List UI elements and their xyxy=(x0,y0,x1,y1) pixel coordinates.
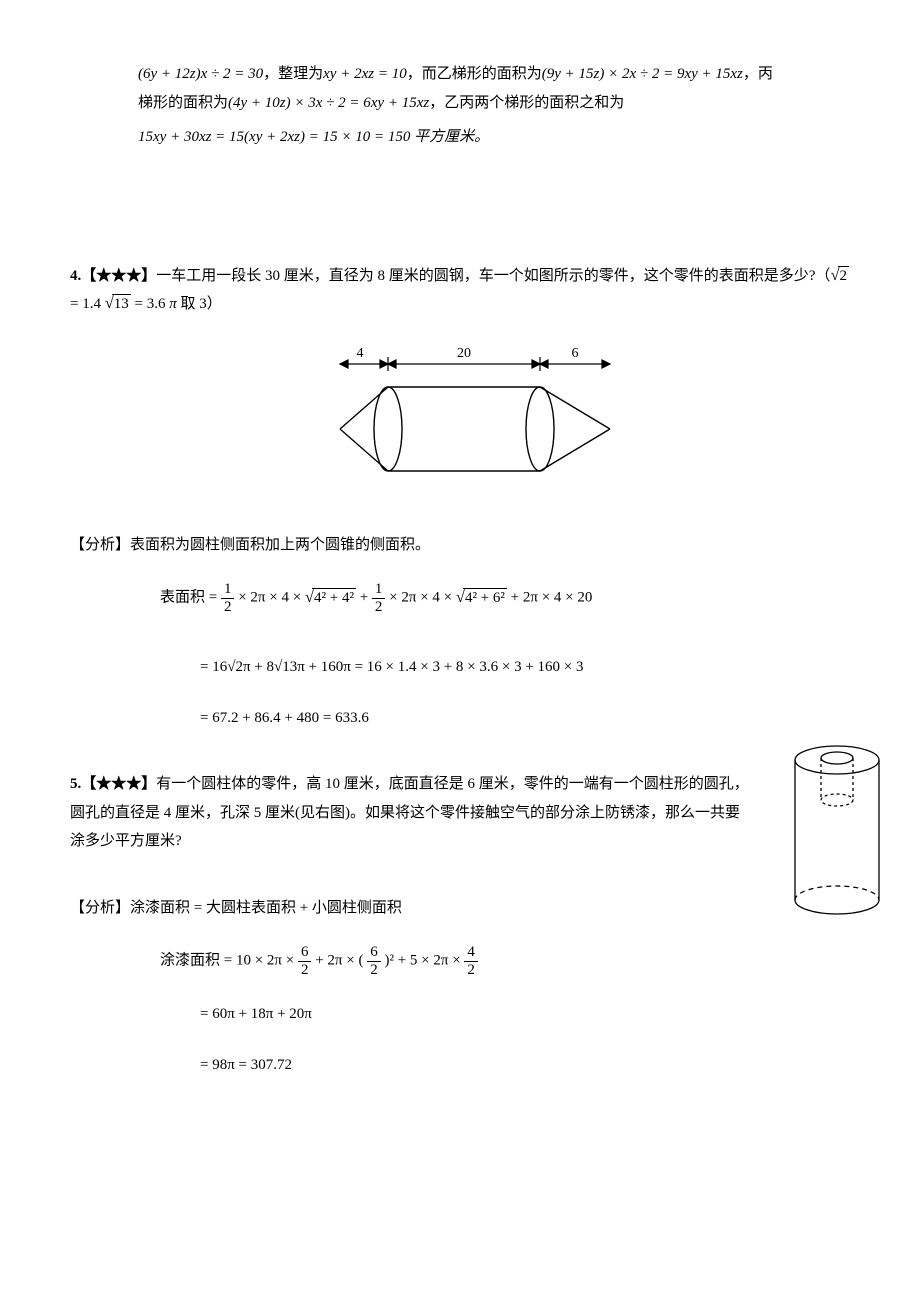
q4-formula-2: = 16√2π + 8√13π + 160π = 16 × 1.4 × 3 + … xyxy=(70,653,850,682)
q4-formula-3: = 67.2 + 86.4 + 480 = 633.6 xyxy=(70,704,850,733)
q5-formula-1: 涂漆面积 = 10 × 2π × 62 + 2π × ( 62 )² + 5 ×… xyxy=(70,944,850,978)
q4-stars: 【★★★】 xyxy=(81,268,156,284)
q5-formula-3: = 98π = 307.72 xyxy=(70,1051,850,1080)
expr: (6y + 12z)x ÷ 2 = 30 xyxy=(138,66,263,82)
q4-figure: 4 20 6 xyxy=(280,339,640,499)
dim-20: 20 xyxy=(457,346,471,361)
q4-number: 4. xyxy=(70,268,81,284)
q5-formula-2: = 60π + 18π + 20π xyxy=(70,1000,850,1029)
q5-figure xyxy=(785,740,890,920)
q4-analysis: 【分析】表面积为圆柱侧面积加上两个圆锥的侧面积。 xyxy=(70,531,850,560)
p3-tail-line3: 15xy + 30xz = 15(xy + 2xz) = 15 × 10 = 1… xyxy=(70,123,850,152)
dim-4: 4 xyxy=(357,346,364,361)
q5-stem: 5.【★★★】有一个圆柱体的零件，高 10 厘米，底面直径是 6 厘米，零件的一… xyxy=(70,770,850,856)
p3-tail-line1: (6y + 12z)x ÷ 2 = 30，整理为xy + 2xz = 10，而乙… xyxy=(70,60,850,89)
q4-formula-1: 表面积 = 12 × 2π × 4 × √4² + 4² + 12 × 2π ×… xyxy=(70,581,850,615)
q5-stars: 【★★★】 xyxy=(81,776,156,792)
p3-tail-line2: 梯形的面积为(4y + 10z) × 3x ÷ 2 = 6xy + 15xz，乙… xyxy=(70,89,850,118)
q5-number: 5. xyxy=(70,776,81,792)
q4-block: 4.【★★★】一车工用一段长 30 厘米，直径为 8 厘米的圆钢，车一个如图所示… xyxy=(70,262,850,733)
q4-stem: 4.【★★★】一车工用一段长 30 厘米，直径为 8 厘米的圆钢，车一个如图所示… xyxy=(70,262,850,319)
q5-block: 5.【★★★】有一个圆柱体的零件，高 10 厘米，底面直径是 6 厘米，零件的一… xyxy=(70,770,850,1079)
q5-analysis: 【分析】涂漆面积 = 大圆柱表面积 + 小圆柱侧面积 xyxy=(70,894,850,923)
dim-6: 6 xyxy=(572,346,579,361)
